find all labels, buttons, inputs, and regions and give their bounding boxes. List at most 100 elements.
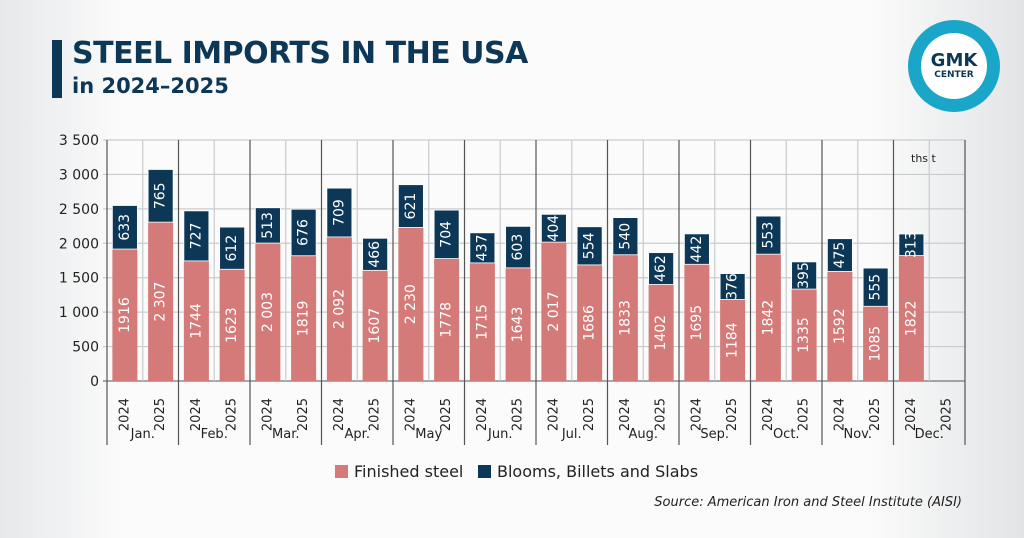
legend-swatch xyxy=(335,465,348,478)
logo-text: GMK xyxy=(930,50,978,71)
x-month-label: Mar. xyxy=(272,427,299,442)
x-year-label: 2024 xyxy=(689,398,704,431)
data-label-blooms: 555 xyxy=(868,274,884,301)
gmk-center-logo: GMK CENTER xyxy=(908,20,1000,112)
data-label-blooms: 475 xyxy=(832,242,848,269)
x-month-label: Aug. xyxy=(628,427,658,442)
bar-finished-steel xyxy=(112,249,138,381)
x-month-label: Jun. xyxy=(487,427,512,442)
bar-blooms-billets-slabs xyxy=(147,169,174,223)
bar-blooms-billets-slabs xyxy=(898,233,925,256)
data-label-finished: 2 017 xyxy=(546,292,562,332)
bar-blooms-billets-slabs xyxy=(505,225,532,269)
data-label-finished: 1335 xyxy=(796,317,812,353)
bar-blooms-billets-slabs xyxy=(540,213,567,243)
data-label-finished: 1623 xyxy=(224,307,240,343)
data-label-finished: 2 307 xyxy=(153,282,169,322)
bar-finished-steel xyxy=(183,260,209,381)
data-label-finished: 1778 xyxy=(439,302,455,338)
bar-blooms-billets-slabs xyxy=(362,237,389,271)
bar-finished-steel xyxy=(398,227,424,381)
x-year-label: 2025 xyxy=(940,398,955,431)
x-year-label: 2025 xyxy=(225,398,240,431)
y-tick-label: 2 500 xyxy=(59,202,99,218)
data-label-finished: 1184 xyxy=(725,322,741,358)
data-label-finished: 2 230 xyxy=(403,284,419,324)
data-label-finished: 1695 xyxy=(689,305,705,341)
x-month-label: Jul. xyxy=(561,427,582,442)
x-year-label: 2024 xyxy=(618,398,633,431)
bar-blooms-billets-slabs xyxy=(433,209,460,259)
bar-finished-steel xyxy=(434,258,460,381)
data-label-blooms: 313 xyxy=(903,231,919,258)
x-month-label: Dec. xyxy=(915,427,944,442)
x-year-label: 2025 xyxy=(368,398,383,431)
data-label-blooms: 513 xyxy=(260,212,276,239)
data-label-finished: 1643 xyxy=(510,307,526,343)
x-year-label: 2025 xyxy=(582,398,597,431)
bar-finished-steel xyxy=(541,242,567,381)
bar-blooms-billets-slabs xyxy=(469,232,496,264)
data-label-finished: 1744 xyxy=(188,303,204,339)
data-label-finished: 1592 xyxy=(832,308,848,344)
bar-blooms-billets-slabs xyxy=(111,205,138,250)
data-label-blooms: 395 xyxy=(796,262,812,289)
y-tick-label: 0 xyxy=(90,374,99,390)
bar-finished-steel xyxy=(720,299,746,381)
data-label-finished: 1085 xyxy=(868,326,884,362)
data-label-finished: 1842 xyxy=(760,300,776,336)
x-year-label: 2024 xyxy=(332,398,347,431)
data-label-blooms: 633 xyxy=(117,214,133,241)
bar-blooms-billets-slabs xyxy=(826,238,853,272)
bar-finished-steel xyxy=(326,236,352,381)
data-label-blooms: 676 xyxy=(296,219,312,246)
bar-blooms-billets-slabs xyxy=(326,187,353,238)
y-tick-label: 2 000 xyxy=(59,236,99,252)
data-label-finished: 1402 xyxy=(653,315,669,351)
data-label-blooms: 376 xyxy=(725,273,741,300)
x-month-label: Sep. xyxy=(700,427,729,442)
bar-blooms-billets-slabs xyxy=(648,252,675,285)
data-label-blooms: 466 xyxy=(367,241,383,268)
data-label-blooms: 442 xyxy=(689,236,705,263)
bar-blooms-billets-slabs xyxy=(397,184,424,228)
y-tick-label: 3 000 xyxy=(59,167,99,183)
data-label-finished: 1819 xyxy=(296,301,312,337)
bar-finished-steel xyxy=(684,264,710,381)
x-year-label: 2024 xyxy=(904,398,919,431)
data-label-finished: 1686 xyxy=(582,305,598,341)
logo-subtext: CENTER xyxy=(934,70,974,80)
data-label-finished: 2 092 xyxy=(331,289,347,329)
x-month-label: Oct. xyxy=(773,427,800,442)
bar-finished-steel xyxy=(291,255,317,381)
x-year-label: 2024 xyxy=(546,398,561,431)
bar-finished-steel xyxy=(827,271,853,381)
bar-finished-steel xyxy=(255,243,281,381)
data-label-blooms: 554 xyxy=(582,232,598,259)
data-label-blooms: 553 xyxy=(760,222,776,249)
bar-finished-steel xyxy=(362,270,388,381)
legend-label: Finished steel xyxy=(354,462,463,481)
x-year-label: 2024 xyxy=(117,398,132,431)
data-label-finished: 1833 xyxy=(617,300,633,336)
bar-blooms-billets-slabs xyxy=(791,261,818,290)
bar-finished-steel xyxy=(898,255,924,381)
y-tick-label: 500 xyxy=(72,340,99,356)
data-label-blooms: 612 xyxy=(224,235,240,262)
data-label-blooms: 704 xyxy=(439,221,455,248)
x-year-label: 2024 xyxy=(403,398,418,431)
x-year-label: 2025 xyxy=(511,398,526,431)
x-year-label: 2024 xyxy=(761,398,776,431)
bar-blooms-billets-slabs xyxy=(576,226,603,266)
x-month-label: Apr. xyxy=(345,427,370,442)
bar-blooms-billets-slabs xyxy=(219,226,246,270)
x-month-label: Feb. xyxy=(201,427,228,442)
x-year-label: 2025 xyxy=(153,398,168,431)
chart-subtitle: in 2024–2025 xyxy=(72,74,229,98)
bar-blooms-billets-slabs xyxy=(683,233,710,265)
bar-finished-steel xyxy=(863,306,889,381)
data-label-blooms: 437 xyxy=(474,234,490,261)
bar-blooms-billets-slabs xyxy=(755,215,782,255)
source-note: Source: American Iron and Steel Institut… xyxy=(654,495,962,510)
